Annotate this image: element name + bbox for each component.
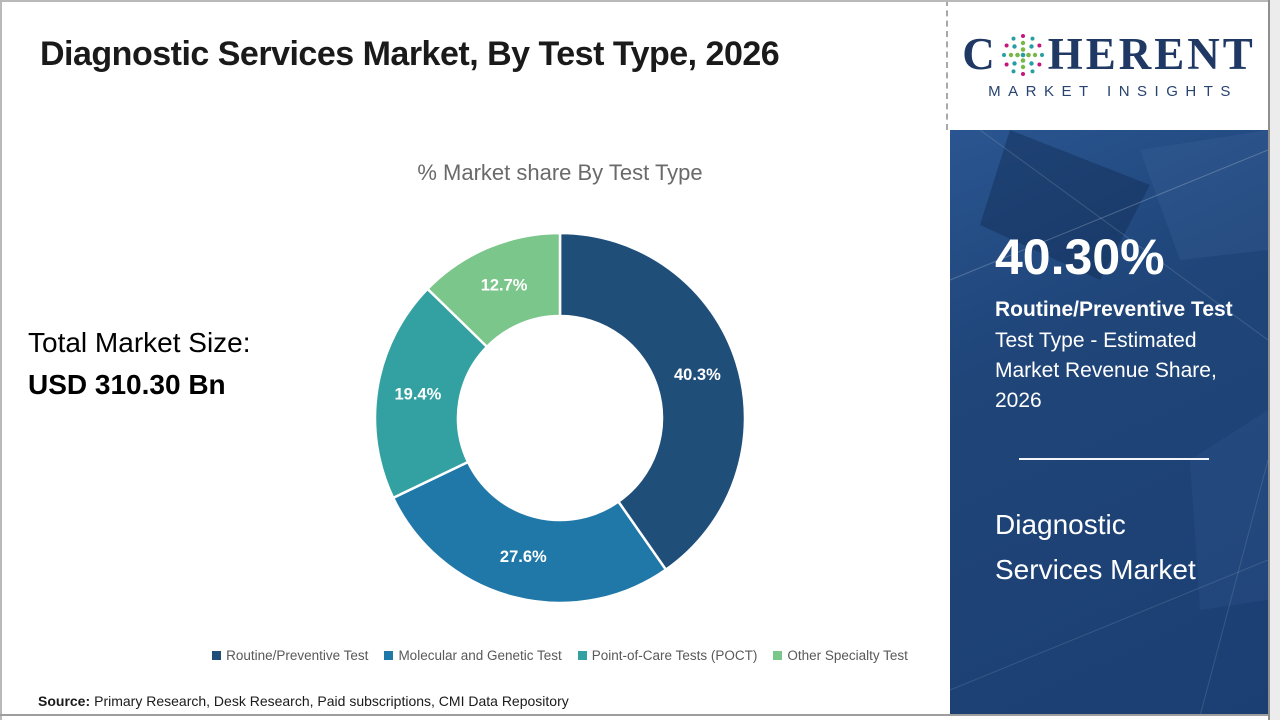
coherent-globe-icon [1001, 34, 1044, 76]
slice-label-0: 40.3% [674, 366, 721, 384]
slide-border-top [0, 0, 1280, 2]
donut-chart: 40.3% 27.6% 19.4% 12.7% [373, 231, 747, 605]
source-text: Primary Research, Desk Research, Paid su… [94, 693, 569, 709]
slide-border-left [0, 0, 2, 720]
donut-slice-2 [373, 287, 489, 500]
slice-label-1: 27.6% [500, 548, 547, 566]
brand-wordmark: C HER [962, 30, 1256, 78]
brand-subtitle: MARKET INSIGHTS [988, 83, 1238, 100]
legend-swatch-2 [577, 651, 587, 660]
highlight-segment-name: Routine/Preventive Test [995, 298, 1233, 321]
legend-label-1: Molecular and Genetic Test [398, 648, 562, 663]
highlight-value: 40.30% [995, 229, 1165, 285]
legend-item-2: Point-of-Care Tests (POCT) [577, 648, 758, 663]
legend-item-1: Molecular and Genetic Test [384, 648, 562, 663]
total-market-size-value: USD 310.30 Bn [28, 368, 226, 400]
map-texture-decoration [950, 130, 1268, 716]
highlight-description: Test Type - Estimated Market Revenue Sha… [995, 329, 1217, 413]
slide-border-bottom [0, 714, 1280, 716]
chart-title: % Market share By Test Type [417, 160, 703, 185]
slice-label-2: 19.4% [395, 386, 442, 404]
legend-label-0: Routine/Preventive Test [226, 648, 369, 663]
sidebar-market-name: Diagnostic Services Market [995, 509, 1196, 586]
legend-item-3: Other Specialty Test [773, 648, 908, 663]
legend-label-3: Other Specialty Test [787, 648, 908, 663]
legend-swatch-1 [384, 651, 394, 660]
total-market-size-block: Total Market Size: USD 310.30 Bn [28, 326, 251, 401]
total-market-size-label: Total Market Size: [28, 327, 251, 358]
legend-swatch-0 [212, 651, 222, 660]
highlight-sidebar: 40.30% Routine/Preventive Test Test Type… [950, 130, 1268, 716]
legend-item-0: Routine/Preventive Test [212, 648, 368, 663]
slice-label-3: 12.7% [481, 276, 528, 294]
donut-slice-0 [558, 231, 747, 571]
donut-slice-1 [391, 460, 668, 605]
source-label: Source: [38, 693, 91, 709]
brand-letters-rest: HERENT [1047, 28, 1256, 79]
legend-label-2: Point-of-Care Tests (POCT) [591, 648, 758, 663]
chart-legend: Routine/Preventive Test Molecular and Gen… [186, 648, 934, 663]
page-title: Diagnostic Services Market, By Test Type… [40, 35, 780, 73]
legend-swatch-3 [773, 651, 783, 660]
sidebar-divider [1019, 458, 1209, 461]
donut-slice-3 [426, 231, 562, 349]
source-line: Source: Primary Research, Desk Research, … [38, 693, 569, 709]
app-background-strip [1268, 0, 1280, 720]
brand-letter-c: C [962, 28, 998, 79]
dashed-separator [946, 0, 948, 130]
sidebar-content: 40.30% Routine/Preventive Test Test Type… [995, 230, 1233, 592]
brand-logo: C HER [950, 0, 1268, 130]
